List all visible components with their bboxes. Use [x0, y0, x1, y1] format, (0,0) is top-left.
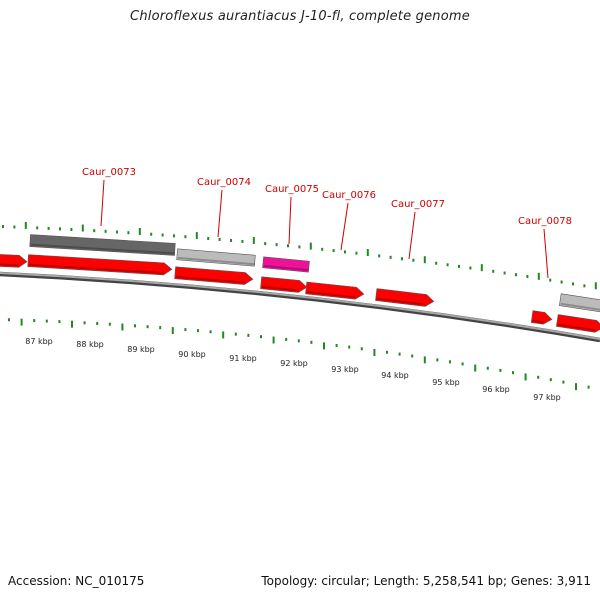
- scale-label: 92 kbp: [280, 359, 308, 368]
- gene-label-leader: [100, 179, 105, 227]
- scale-label: 93 kbp: [331, 365, 359, 374]
- backbone-shadow: [0, 271, 600, 343]
- gene-label: Caur_0075: [265, 184, 319, 195]
- map-title: Chloroflexus aurantiacus J-10-fl, comple…: [130, 9, 470, 24]
- accession-value: NC_010175: [75, 574, 145, 588]
- gene-label: Caur_0078: [518, 216, 572, 227]
- gene-caur0075-magenta: [262, 256, 310, 273]
- gene-label: Caur_0077: [391, 199, 445, 210]
- gene-caur0078: [530, 310, 553, 325]
- accession-footer: Accession: NC_010175: [8, 574, 144, 588]
- outer-gc-track: [2, 221, 597, 290]
- scale-label: 96 kbp: [482, 385, 510, 394]
- gene-caur0073: [27, 254, 173, 276]
- gene-caur0073-dark: [29, 234, 176, 256]
- scale-label: 95 kbp: [432, 378, 460, 387]
- gene-caur0073-dark-shade: [30, 243, 175, 255]
- gene-caur0076: [305, 281, 365, 300]
- gene-partial-right-light-shape: [559, 293, 600, 313]
- gene-label-leader: [288, 196, 292, 245]
- gene-caur0074-light: [176, 248, 256, 267]
- scale-label: 89 kbp: [127, 345, 155, 354]
- gene-partial-left-top-shape: [0, 254, 28, 268]
- gene-partial-right: [556, 314, 600, 333]
- gene-caur0073-shape: [27, 254, 173, 276]
- scale-label: 97 kbp: [533, 393, 561, 402]
- gene-label-leader: [543, 228, 549, 279]
- scale-label: 87 kbp: [25, 337, 53, 346]
- gene-caur0074-light-shade: [177, 256, 255, 266]
- gene-caur0075-shape: [260, 276, 308, 293]
- gene-partial-right-light-shade: [560, 302, 600, 312]
- gene-caur0078-shade: [532, 319, 544, 324]
- gene-label-leader: [340, 202, 349, 251]
- gene-caur0077: [375, 288, 435, 307]
- scale-label: 88 kbp: [76, 340, 104, 349]
- gene-caur0075-shade: [261, 285, 299, 292]
- gene-label: Caur_0074: [197, 177, 251, 188]
- gene-caur0077-shape: [375, 288, 435, 307]
- gene-caur0074: [174, 266, 254, 285]
- gene-label-leader: [217, 189, 223, 238]
- gene-partial-left-top: [0, 254, 28, 268]
- accession-label: Accession:: [8, 574, 76, 588]
- gene-caur0073-shade: [28, 263, 164, 274]
- gene-caur0076-shape: [305, 281, 365, 300]
- gene-caur0074-shape: [174, 266, 254, 285]
- gene-caur0076-shade: [306, 291, 356, 299]
- genome-info: Topology: circular; Length: 5,258,541 bp…: [261, 574, 591, 588]
- gene-label: Caur_0076: [322, 190, 376, 201]
- gene-caur0075-magenta-shade: [263, 264, 309, 272]
- gene-caur0075: [260, 276, 308, 293]
- genome-backbone: [0, 271, 600, 343]
- gene-caur0077-shade: [376, 297, 426, 306]
- gene-partial-right-shade: [557, 323, 596, 332]
- gene-caur0074-shade: [175, 275, 245, 284]
- backbone-line: [0, 272, 600, 340]
- gene-label-leader: [408, 211, 416, 260]
- gene-features: [0, 234, 600, 333]
- gene-partial-left-top-shade: [0, 263, 19, 267]
- scale-label: 94 kbp: [381, 371, 409, 380]
- scale-label: 90 kbp: [178, 350, 206, 359]
- gene-caur0078-shape: [530, 310, 553, 325]
- gene-label: Caur_0073: [82, 167, 136, 178]
- gene-partial-right-shape: [556, 314, 600, 333]
- scale-label: 91 kbp: [229, 354, 257, 363]
- gene-caur0075-magenta-shape: [262, 256, 310, 273]
- gene-caur0073-dark-shape: [29, 234, 176, 256]
- inner-skew-track: [8, 318, 590, 391]
- gene-partial-right-light: [559, 293, 600, 313]
- gene-caur0074-light-shape: [176, 248, 256, 267]
- scale-labels: 87 kbp 88 kbp 89 kbp 90 kbp 91 kbp 92 kbp 93 k…: [25, 337, 561, 402]
